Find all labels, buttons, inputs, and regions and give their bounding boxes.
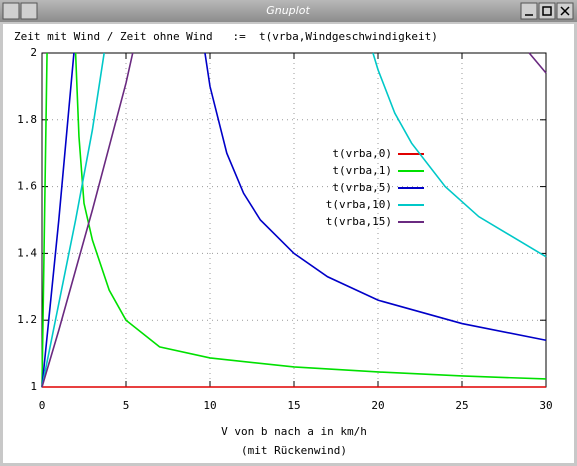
- maximize-button[interactable]: [538, 2, 556, 20]
- series-line: [41, 52, 547, 388]
- x-axis-label: V von b nach a in km/h: [221, 425, 367, 438]
- x-tick-label: 30: [539, 399, 552, 412]
- menu-button[interactable]: [2, 2, 20, 20]
- x-axis-label: (mit Rückenwind): [241, 444, 347, 457]
- y-tick-label: 1.4: [17, 246, 37, 259]
- legend-label: t(vrba,0): [332, 147, 392, 160]
- y-tick-label: 1: [30, 380, 37, 393]
- legend-label: t(vrba,5): [332, 181, 392, 194]
- x-tick-label: 20: [371, 399, 384, 412]
- y-tick-label: 1.6: [17, 180, 37, 193]
- legend-label: t(vrba,1): [332, 164, 392, 177]
- x-tick-label: 10: [203, 399, 216, 412]
- minimize-button[interactable]: [520, 2, 538, 20]
- chart-title: Zeit mit Wind / Zeit ohne Wind := t(vrba…: [14, 30, 438, 43]
- x-tick-label: 25: [455, 399, 468, 412]
- pin-button[interactable]: [20, 2, 38, 20]
- legend-label: t(vrba,10): [326, 198, 392, 211]
- series-line: [41, 52, 547, 388]
- x-tick-label: 5: [123, 399, 130, 412]
- series-line: [41, 52, 547, 388]
- y-tick-label: 1.8: [17, 113, 37, 126]
- x-tick-label: 15: [287, 399, 300, 412]
- window-title: Gnuplot: [266, 4, 310, 17]
- series-line: [41, 52, 547, 388]
- plot-canvas: [3, 24, 574, 463]
- y-tick-label: 2: [30, 46, 37, 59]
- y-tick-label: 1.2: [17, 313, 37, 326]
- x-tick-label: 0: [39, 399, 46, 412]
- legend-label: t(vrba,15): [326, 215, 392, 228]
- title-bar: [0, 0, 577, 22]
